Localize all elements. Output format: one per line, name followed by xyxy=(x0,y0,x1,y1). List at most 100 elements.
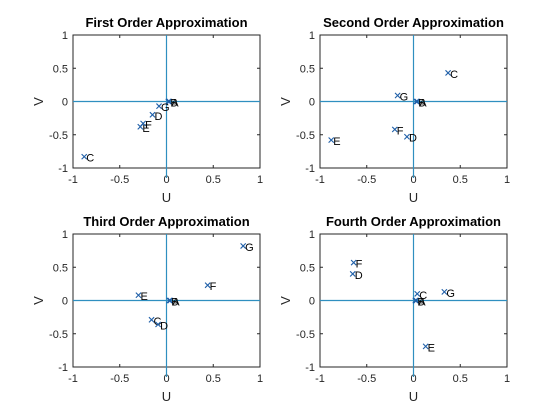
point-marker-G xyxy=(240,242,247,249)
y-tick-label: -1 xyxy=(305,163,315,175)
y-axis-label: V xyxy=(31,97,46,106)
x-tick-label: 1 xyxy=(504,373,510,385)
point-label-B: B xyxy=(418,98,425,110)
point-label-D: D xyxy=(355,270,363,282)
point-label-A: A xyxy=(171,98,179,110)
point-marker-G xyxy=(156,103,163,110)
y-tick-label: -1 xyxy=(305,362,315,374)
x-tick-label: 0.5 xyxy=(453,174,468,186)
chart-title: Fourth Order Approximation xyxy=(326,214,501,229)
chart-title: Second Order Approximation xyxy=(323,15,504,30)
subplot-2: -1 -0.5 0 0.5 1 -1 -0.5 0 0.5 1 Second Order Appro… xyxy=(278,15,510,205)
point-label-F: F xyxy=(210,281,217,293)
point-label-D: D xyxy=(160,320,168,332)
x-tick-label: -1 xyxy=(68,373,78,385)
point-marker-D xyxy=(349,270,356,277)
point-marker-B xyxy=(412,297,419,304)
point-marker-E xyxy=(328,137,335,144)
y-tick-label: -0.5 xyxy=(296,329,315,341)
y-tick-label: -1 xyxy=(58,163,68,175)
point-marker-E xyxy=(422,343,429,350)
point-marker-A xyxy=(414,98,421,105)
point-label-E: E xyxy=(140,291,147,303)
x-tick-label: -0.5 xyxy=(110,174,129,186)
x-tick-label: 0 xyxy=(410,373,416,385)
point-label-F: F xyxy=(397,125,404,137)
x-tick-label: -0.5 xyxy=(357,373,376,385)
point-label-C: C xyxy=(154,316,162,328)
point-label-A: A xyxy=(172,297,180,309)
x-tick-label: 0 xyxy=(410,174,416,186)
point-marker-F xyxy=(391,126,398,133)
point-label-G: G xyxy=(161,102,170,114)
x-tick-label: -1 xyxy=(315,373,325,385)
point-marker-C xyxy=(148,316,155,323)
point-marker-D xyxy=(149,111,156,118)
point-marker-G xyxy=(441,288,448,295)
point-marker-D xyxy=(403,133,410,140)
x-tick-label: 0 xyxy=(163,373,169,385)
y-tick-label: 0.5 xyxy=(300,63,315,75)
point-label-F: F xyxy=(356,259,363,271)
point-marker-E xyxy=(135,292,142,299)
point-label-B: B xyxy=(170,98,177,110)
point-marker-D xyxy=(155,321,162,328)
y-axis-label: V xyxy=(278,296,293,305)
x-tick-label: 1 xyxy=(257,373,263,385)
y-tick-label: 1 xyxy=(62,30,68,42)
x-tick-label: -0.5 xyxy=(357,174,376,186)
y-tick-label: -0.5 xyxy=(49,130,68,142)
point-label-G: G xyxy=(400,92,409,104)
y-tick-label: 0 xyxy=(62,97,68,109)
y-tick-label: 0 xyxy=(309,97,315,109)
point-label-C: C xyxy=(86,153,94,165)
y-tick-label: 0 xyxy=(309,296,315,308)
point-label-A: A xyxy=(418,297,426,309)
x-axis-label: U xyxy=(162,389,171,404)
y-tick-label: 1 xyxy=(309,30,315,42)
point-label-E: E xyxy=(428,342,435,354)
point-label-C: C xyxy=(450,69,458,81)
point-marker-B xyxy=(166,297,173,304)
x-axis-label: U xyxy=(409,389,418,404)
point-label-E: E xyxy=(333,136,340,148)
point-marker-C xyxy=(445,69,452,76)
y-tick-label: 0 xyxy=(62,296,68,308)
y-tick-label: -0.5 xyxy=(49,329,68,341)
x-axis-label: U xyxy=(162,190,171,205)
point-marker-B xyxy=(413,98,420,105)
point-label-G: G xyxy=(245,242,254,254)
point-label-D: D xyxy=(409,133,417,145)
point-label-B: B xyxy=(171,297,178,309)
point-label-C: C xyxy=(419,290,427,302)
y-tick-label: -1 xyxy=(58,362,68,374)
y-tick-label: 0.5 xyxy=(53,262,68,274)
point-marker-F xyxy=(140,120,147,127)
y-tick-label: 1 xyxy=(62,229,68,241)
point-label-D: D xyxy=(154,111,162,123)
x-tick-label: 1 xyxy=(257,174,263,186)
point-label-F: F xyxy=(145,119,152,131)
x-tick-label: 0.5 xyxy=(206,373,221,385)
x-tick-label: 0 xyxy=(163,174,169,186)
x-tick-label: 0.5 xyxy=(453,373,468,385)
y-axis-label: V xyxy=(31,296,46,305)
subplot-4: -1 -0.5 0 0.5 1 -1 -0.5 0 0.5 1 Fourth Order Appro… xyxy=(278,214,510,404)
point-marker-A xyxy=(167,297,174,304)
subplot-1: -1 -0.5 0 0.5 1 -1 -0.5 0 0.5 1 First Order Approx… xyxy=(31,15,263,205)
point-label-B: B xyxy=(417,297,424,309)
y-tick-label: 1 xyxy=(309,229,315,241)
point-marker-B xyxy=(165,98,172,105)
point-label-G: G xyxy=(446,288,455,300)
chart-title: Third Order Approximation xyxy=(83,214,249,229)
point-marker-A xyxy=(413,297,420,304)
x-tick-label: 0.5 xyxy=(206,174,221,186)
x-axis-label: U xyxy=(409,190,418,205)
point-marker-A xyxy=(166,98,173,105)
y-tick-label: -0.5 xyxy=(296,130,315,142)
point-marker-C xyxy=(414,290,421,297)
y-tick-label: 0.5 xyxy=(300,262,315,274)
chart-title: First Order Approximation xyxy=(85,15,247,30)
point-marker-F xyxy=(350,259,357,266)
